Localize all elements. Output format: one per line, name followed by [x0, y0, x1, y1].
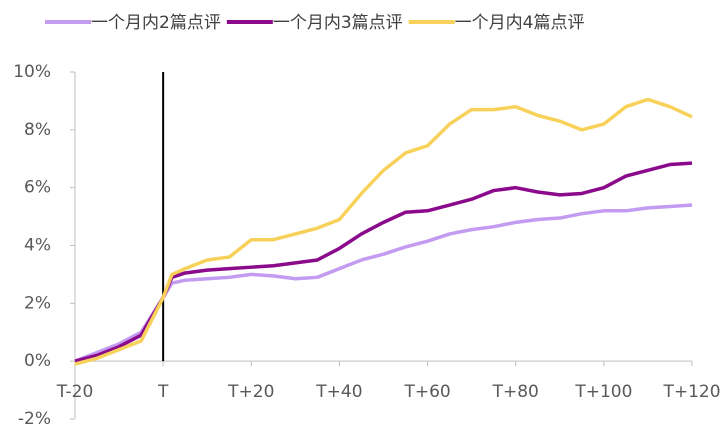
x-tick-label: T+80	[492, 382, 539, 402]
x-tick-label: T-20	[56, 382, 94, 402]
series-line	[74, 161, 693, 363]
x-tick-label: T+40	[315, 382, 362, 402]
series-line	[74, 203, 693, 363]
x-tick-label: T+20	[227, 382, 274, 402]
y-tick-label: 8%	[24, 120, 51, 140]
series-line	[74, 97, 693, 366]
y-tick-label: 0%	[24, 351, 51, 371]
y-tick-label: 6%	[24, 178, 51, 198]
legend-label: 一个月内3篇点评	[273, 13, 403, 33]
x-tick-label: T+100	[574, 382, 632, 402]
legend-label: 一个月内2篇点评	[91, 13, 221, 33]
x-tick-label: T	[157, 382, 169, 402]
legend: 一个月内2篇点评 一个月内3篇点评 一个月内4篇点评	[45, 13, 584, 33]
y-tick-label: 4%	[24, 236, 51, 256]
x-tick-label: T+60	[403, 382, 450, 402]
y-tick-label: -2%	[18, 409, 51, 429]
y-tick-label: 2%	[24, 293, 51, 313]
x-tick-label: T+120	[662, 382, 720, 402]
legend-label: 一个月内4篇点评	[455, 13, 585, 33]
y-tick-label: 10%	[13, 62, 51, 82]
